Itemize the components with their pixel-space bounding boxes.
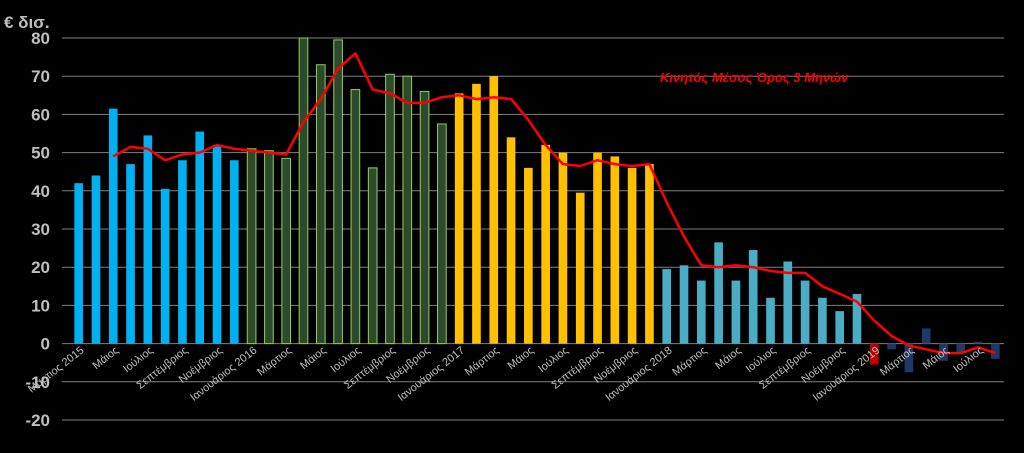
- x-tick-label: Μάιος: [91, 345, 122, 373]
- y-tick-label: -10: [25, 373, 50, 392]
- bar: [160, 188, 170, 344]
- bar: [783, 261, 793, 344]
- y-tick-label: 50: [31, 144, 50, 163]
- x-tick-label: Μάρτιος 2015: [26, 345, 86, 396]
- bar: [264, 150, 274, 345]
- y-tick-label: 80: [31, 29, 50, 48]
- bar: [852, 293, 862, 344]
- y-tick-label: 30: [31, 220, 50, 239]
- y-axis-ticks: 80 70 60 50 40 30 20 10 0 -10 -20: [25, 29, 50, 430]
- bar: [315, 64, 326, 345]
- bar: [748, 250, 758, 344]
- bar: [956, 343, 966, 354]
- bar: [419, 90, 430, 345]
- bar: [887, 343, 896, 350]
- x-tick-label: Μάρτιος: [463, 345, 502, 379]
- bar: [454, 93, 464, 344]
- bar: [350, 89, 361, 345]
- bar: [74, 183, 83, 344]
- bar: [869, 343, 879, 365]
- bars: [74, 37, 1000, 373]
- bar: [402, 75, 413, 345]
- bar: [921, 328, 931, 344]
- y-tick-label: 40: [31, 182, 50, 201]
- x-tick-label: Μάιος: [713, 345, 744, 373]
- bar: [800, 280, 810, 344]
- bar: [178, 160, 187, 344]
- bar: [437, 123, 447, 345]
- moving-average-line: [112, 52, 996, 355]
- bar: [558, 152, 568, 344]
- y-tick-label: 20: [31, 258, 50, 277]
- x-tick-label: Μάιος: [298, 345, 329, 373]
- bar: [610, 156, 620, 344]
- bar: [904, 343, 914, 373]
- bar: [333, 39, 343, 345]
- bar: [108, 108, 118, 344]
- bar: [766, 297, 775, 344]
- bar: [973, 341, 983, 344]
- x-axis-ticks: Μάρτιος 2015 Μάιος ΙούλιοςΣεπτέμβριοςΝοέμβ…: [26, 345, 986, 404]
- bar: [143, 135, 153, 344]
- bar: [731, 280, 741, 344]
- x-tick-label: Μάρτιος: [670, 345, 709, 379]
- bar: [298, 37, 309, 345]
- bar: [91, 175, 101, 344]
- bar: [212, 144, 222, 344]
- y-tick-label: -20: [25, 411, 50, 430]
- bar: [627, 167, 637, 344]
- bar: [835, 311, 845, 344]
- x-tick-label: Μάιος: [506, 345, 537, 373]
- bar: [281, 157, 292, 345]
- y-axis-label: € δισ.: [4, 13, 50, 32]
- y-tick-label: 60: [31, 105, 50, 124]
- y-tick-label: 10: [31, 296, 50, 315]
- bar: [714, 242, 723, 344]
- bar: [367, 167, 378, 345]
- bar: [696, 280, 706, 344]
- bar: [229, 160, 239, 344]
- bar: [126, 164, 135, 344]
- x-tick-label: Μάρτιος: [255, 345, 294, 379]
- bar: [679, 265, 689, 344]
- bar: [541, 144, 550, 344]
- legend-moving-average: Κινητός Μέσος Όρος 3 Μηνών: [660, 70, 849, 85]
- bar: [575, 192, 585, 344]
- bar: [818, 297, 827, 344]
- bar: [593, 152, 602, 344]
- bar: [524, 167, 533, 344]
- bar: [246, 148, 257, 345]
- bar: [662, 269, 672, 344]
- bar: [489, 76, 499, 344]
- bar: [645, 164, 654, 344]
- y-tick-label: 0: [41, 335, 50, 354]
- bar: [991, 343, 1000, 359]
- bar: [385, 73, 395, 345]
- y-tick-label: 70: [31, 67, 50, 86]
- bar: [472, 83, 481, 344]
- bar: [195, 131, 205, 344]
- bar: [506, 137, 516, 344]
